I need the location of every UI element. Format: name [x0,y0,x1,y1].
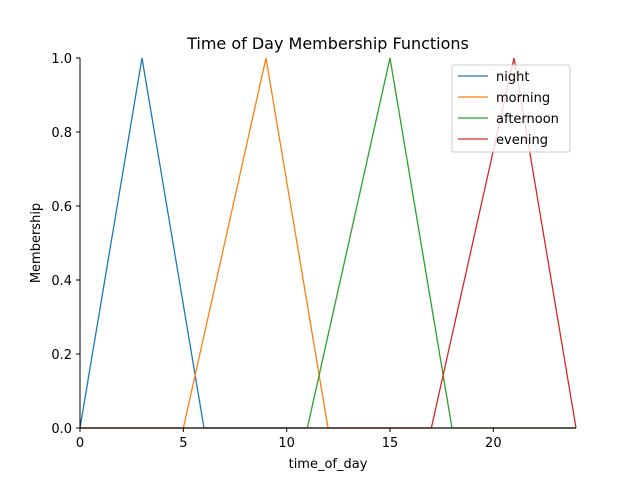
y-tick-label: 1.0 [51,52,72,67]
y-axis-label: Membership [29,203,44,283]
y-tick-label: 0.2 [51,348,72,363]
x-tick-label: 15 [382,436,399,451]
x-tick-label: 0 [76,436,84,451]
legend-label-night: night [496,70,529,85]
legend-label-evening: evening [496,133,548,148]
y-ticks: 0.0 0.2 0.4 0.6 0.8 1.0 [51,52,80,437]
legend: night morning afternoon evening [451,64,571,153]
y-tick-label: 0.0 [51,422,72,437]
legend-label-morning: morning [496,91,550,106]
x-axis-label: time_of_day [289,457,368,472]
chart-title: Time of Day Membership Functions [186,34,469,53]
x-tick-label: 5 [179,436,187,451]
legend-label-afternoon: afternoon [496,112,559,127]
y-tick-label: 0.4 [51,274,72,289]
x-tick-label: 10 [278,436,295,451]
x-tick-label: 20 [485,436,502,451]
y-tick-label: 0.6 [51,200,72,215]
legend-box [451,64,571,153]
y-tick-label: 0.8 [51,126,72,141]
x-ticks: 0 5 10 15 20 [76,428,502,451]
